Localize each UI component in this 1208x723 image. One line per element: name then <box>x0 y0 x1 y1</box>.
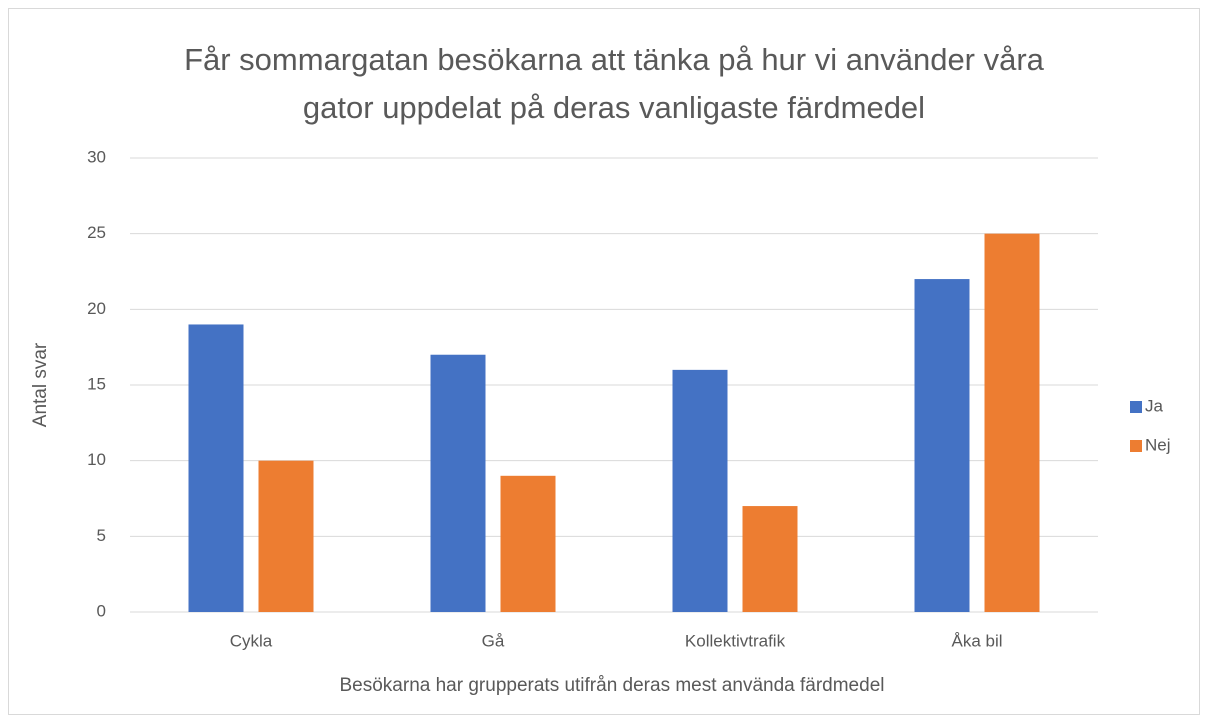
x-axis-title: Besökarna har grupperats utifrån deras m… <box>340 675 885 696</box>
x-tick-label: Cykla <box>230 631 273 650</box>
bar <box>188 324 244 612</box>
legend-label: Nej <box>1145 435 1171 454</box>
y-tick-label: 0 <box>97 601 106 620</box>
bar <box>742 506 798 612</box>
y-axis-title: Antal svar <box>30 342 51 427</box>
y-tick-label: 30 <box>87 147 106 166</box>
y-tick-label: 5 <box>97 526 106 545</box>
legend-swatch <box>1130 440 1142 452</box>
y-tick-label: 10 <box>87 450 106 469</box>
x-tick-label: Åka bil <box>951 631 1002 650</box>
bar <box>430 354 486 612</box>
bar <box>500 475 556 612</box>
chart-title: Får sommargatan besökarna att tänka på h… <box>184 42 1045 77</box>
y-tick-label: 25 <box>87 223 106 242</box>
x-tick-label: Gå <box>482 631 505 650</box>
chart-title: gator uppdelat på deras vanligaste färdm… <box>303 90 925 125</box>
legend-label: Ja <box>1145 396 1164 415</box>
y-tick-label: 15 <box>87 374 106 393</box>
bar <box>258 460 314 612</box>
y-tick-label: 20 <box>87 299 106 318</box>
legend-swatch <box>1130 401 1142 413</box>
bar <box>914 279 970 612</box>
x-tick-label: Kollektivtrafik <box>685 631 786 650</box>
bar <box>672 369 728 612</box>
bar <box>984 233 1040 612</box>
